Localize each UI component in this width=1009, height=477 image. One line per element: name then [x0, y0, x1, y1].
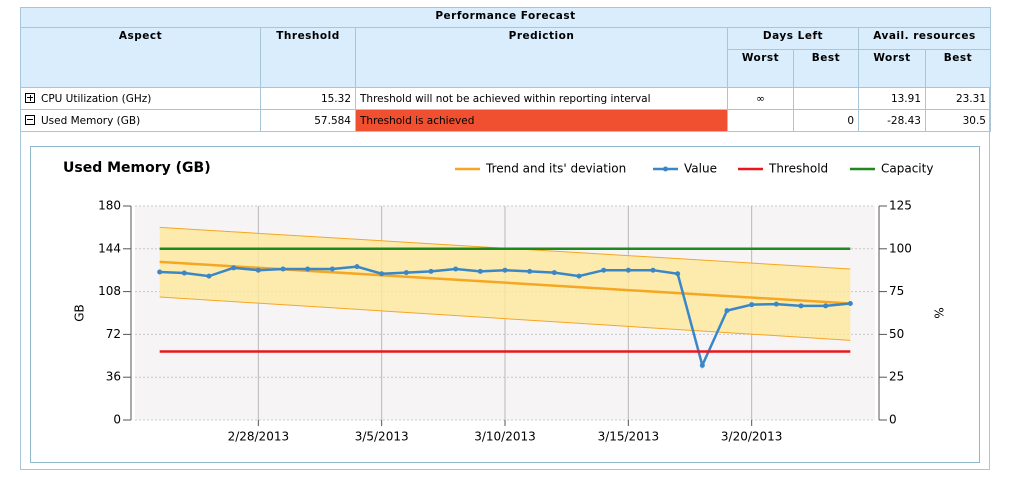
point — [403, 270, 409, 276]
point — [305, 266, 311, 272]
point — [724, 308, 730, 314]
table-title: Performance Forecast — [20, 7, 991, 28]
y2-axis-label: % — [932, 307, 946, 318]
avail-best: 23.31 — [925, 87, 991, 110]
point — [650, 267, 656, 273]
y2-tick-label: 25 — [889, 370, 904, 384]
point — [206, 273, 212, 279]
point — [428, 268, 434, 274]
header: Avail. resources — [858, 27, 991, 50]
header: Worst — [727, 49, 794, 88]
x-tick-label: 3/20/2013 — [721, 430, 783, 444]
header: Aspect — [20, 27, 261, 88]
point — [231, 265, 237, 271]
aspect-cell[interactable]: CPU Utilization (GHz) — [20, 87, 261, 110]
days-worst — [727, 109, 794, 132]
point — [477, 268, 483, 274]
point — [453, 266, 459, 272]
legend-label: Value — [684, 162, 717, 176]
x-tick-label: 3/10/2013 — [474, 430, 536, 444]
y-axis-label: GB — [73, 304, 87, 322]
days-worst: ∞ — [727, 87, 794, 110]
point — [379, 271, 385, 277]
point — [181, 270, 187, 276]
y2-tick-label: 50 — [889, 327, 904, 341]
avail-worst: -28.43 — [858, 109, 926, 132]
point — [601, 267, 607, 273]
row: CPU Utilization (GHz) 15.32 Threshold wi… — [20, 87, 991, 110]
point — [675, 271, 681, 277]
point — [502, 267, 508, 273]
chart-panel — [30, 146, 980, 463]
row: Used Memory (GB) 57.584 Threshold is ach… — [20, 109, 991, 132]
header: Threshold — [260, 27, 356, 88]
deviation-edge — [159, 296, 851, 341]
point — [749, 302, 755, 308]
y-tick-label: 0 — [113, 413, 121, 427]
point — [157, 269, 163, 275]
point — [576, 273, 582, 279]
y2-tick-label: 0 — [889, 413, 897, 427]
aspect: CPU Utilization (GHz) — [41, 92, 152, 105]
threshold: 57.584 — [260, 109, 356, 132]
header: Days Left — [727, 27, 859, 50]
x-tick-label: 2/28/2013 — [228, 430, 290, 444]
point — [255, 267, 261, 273]
point — [551, 270, 557, 276]
avail-best: 30.5 — [925, 109, 991, 132]
days-best — [793, 87, 859, 110]
header: Best — [925, 49, 991, 88]
point — [699, 362, 705, 368]
point — [798, 303, 804, 309]
legend-label: Threshold — [768, 162, 828, 176]
y2-tick-label: 100 — [889, 241, 912, 255]
y-tick-label: 144 — [98, 241, 121, 255]
threshold: 15.32 — [260, 87, 356, 110]
point — [847, 300, 853, 306]
collapse-icon[interactable] — [25, 114, 35, 125]
header: Worst — [858, 49, 926, 88]
point — [329, 266, 335, 272]
point — [354, 264, 360, 270]
chart-title: Used Memory (GB) — [63, 160, 211, 176]
y-tick-label: 72 — [106, 327, 121, 341]
header: Best — [793, 49, 859, 88]
avail-worst: 13.91 — [858, 87, 926, 110]
aspect-cell[interactable]: Used Memory (GB) — [20, 109, 261, 132]
days-best: 0 — [793, 109, 859, 132]
prediction: Threshold is achieved — [355, 109, 728, 132]
expand-icon[interactable] — [25, 92, 35, 103]
point — [823, 303, 829, 309]
x-tick-label: 3/15/2013 — [598, 430, 660, 444]
header: Prediction — [355, 27, 728, 88]
y2-tick-label: 75 — [889, 284, 904, 298]
y-tick-label: 108 — [98, 284, 121, 298]
aspect: Used Memory (GB) — [41, 114, 141, 127]
y2-tick-label: 125 — [889, 199, 912, 213]
legend-marker — [663, 166, 668, 172]
point — [773, 301, 779, 307]
x-tick-label: 3/5/2013 — [355, 430, 409, 444]
point — [280, 266, 286, 272]
legend-label: Capacity — [881, 162, 933, 176]
point — [527, 268, 533, 274]
prediction: Threshold will not be achieved within re… — [355, 87, 728, 110]
point — [625, 267, 631, 273]
y-tick-label: 180 — [98, 199, 121, 213]
forecast-table: Performance Forecast Aspect Threshold Pr… — [20, 7, 991, 132]
frame — [20, 7, 990, 470]
chart: Used Memory (GB) GB % 0 36 72 108 144 180 0 25 5… — [63, 160, 946, 444]
y-tick-label: 36 — [106, 370, 121, 384]
legend-label: Trend and its' deviation — [485, 162, 626, 176]
